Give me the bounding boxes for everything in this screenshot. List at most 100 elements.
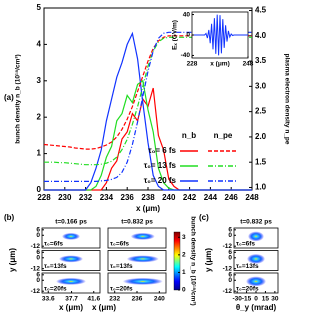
y-axis-label: y (μm) xyxy=(8,248,17,272)
density-blob xyxy=(130,232,155,240)
series-line xyxy=(44,36,252,166)
inset-y-tick-label: -40 xyxy=(181,52,191,59)
y-tick-label: 6 xyxy=(36,272,40,279)
row-label: τ₀=13fs xyxy=(44,263,67,270)
x-tick-label: 236 xyxy=(121,193,135,202)
x-axis-label: θ_y (mrad) xyxy=(236,303,277,312)
row-label: τ₀=6fs xyxy=(110,241,129,248)
legend-label: τ₀= 6 fs xyxy=(148,146,176,155)
panel-label: (c) xyxy=(199,213,209,222)
density-blob xyxy=(247,253,265,264)
x-tick-label: 230 xyxy=(58,193,72,202)
density-blob xyxy=(59,255,83,263)
y-tick-label: 0 xyxy=(228,277,232,284)
x-axis-label: x (μm) xyxy=(92,303,116,312)
y-tick-label: 3 xyxy=(37,76,42,85)
x-tick-label: 244 xyxy=(204,193,218,202)
y-tick-label: 5 xyxy=(37,3,42,12)
y-axis-label: y (μm) xyxy=(204,248,213,272)
x-axis-label: x (μm) xyxy=(136,204,160,213)
x-tick-label: 41.6 xyxy=(87,296,100,303)
inset-x-label: x (μm) xyxy=(210,61,230,68)
panel-label: (b) xyxy=(4,213,15,222)
row-label: τ₀=6fs xyxy=(44,241,63,248)
x-axis-label: x (μm) xyxy=(59,303,83,312)
y-tick-label: 6 xyxy=(228,249,232,256)
y2-tick-label: 1.5 xyxy=(255,157,267,166)
y-tick-label: 6 xyxy=(36,227,40,234)
y2-tick-label: 2.0 xyxy=(255,132,267,141)
density-blob xyxy=(62,232,80,240)
y2-tick-label: 3.5 xyxy=(255,56,267,65)
colorbar-label: bunch density n_b (10¹⁸/cm³) xyxy=(189,216,196,305)
x-tick-label: -15 xyxy=(242,296,252,303)
inset-y-tick-label: 40 xyxy=(183,11,191,18)
y-tick-label: 4 xyxy=(37,40,42,49)
inset-x-tick-label: 248 xyxy=(243,61,254,68)
x-tick-label: 37.7 xyxy=(65,296,78,303)
colorbar-tick-label: 0 xyxy=(182,287,186,294)
colorbar-tick-label: 3 xyxy=(182,234,186,241)
density-blob xyxy=(122,277,163,285)
x-tick-label: -30 xyxy=(232,296,242,303)
y2-tick-label: 2.5 xyxy=(255,107,267,116)
row-label: τ₀=20fs xyxy=(44,286,67,293)
row-label: τ₀=20fs xyxy=(236,286,259,293)
x-tick-label: 33.6 xyxy=(42,296,55,303)
y-tick-label: 0 xyxy=(228,254,232,261)
page: {"chart_data": [ {"type": "line", "panel… xyxy=(4,3,291,313)
x-tick-label: 242 xyxy=(183,193,197,202)
row-label: τ₀=6fs xyxy=(236,241,255,248)
y-tick-label: 0 xyxy=(37,185,42,194)
y-tick-label: -12 xyxy=(223,265,233,272)
x-tick-label: 232 xyxy=(109,296,120,303)
row-label: τ₀=20fs xyxy=(110,286,133,293)
colorbar xyxy=(173,231,181,291)
legend-header: n_b xyxy=(182,131,196,140)
colorbar-tick-label: 1 xyxy=(182,269,186,276)
colorbar-tick-label: 2 xyxy=(182,252,186,259)
y-tick-label: 1 xyxy=(37,149,42,158)
y2-tick-label: 4.5 xyxy=(255,6,267,15)
column-title: t=0.166 ps xyxy=(55,219,87,226)
series-line xyxy=(44,31,252,191)
y-tick-label: 6 xyxy=(228,272,232,279)
y-tick-label: 0 xyxy=(36,277,40,284)
y-tick-label: 0 xyxy=(36,232,40,239)
inset-line xyxy=(192,14,248,56)
x-tick-label: 30 xyxy=(271,296,279,303)
y2-tick-label: 1.0 xyxy=(255,183,267,192)
density-blob xyxy=(56,277,86,285)
x-tick-label: 240 xyxy=(162,193,176,202)
row-label: τ₀=13fs xyxy=(110,263,133,270)
x-tick-label: 236 xyxy=(132,296,143,303)
y-tick-label: 2 xyxy=(37,112,42,121)
y-tick-label: 6 xyxy=(228,227,232,234)
y-tick-label: -12 xyxy=(223,288,233,295)
column-title: t=0.832 ps xyxy=(240,219,272,226)
inset-y-label: Eₓ (GV/m) xyxy=(172,20,179,50)
legend-label: τ₀= 13 fs xyxy=(144,161,177,170)
x-tick-label: 234 xyxy=(100,193,114,202)
y2-axis-label: plasma electron density n_pe xyxy=(283,53,290,144)
y-tick-label: -12 xyxy=(31,265,41,272)
x-tick-label: 246 xyxy=(225,193,239,202)
x-tick-label: 15 xyxy=(262,296,270,303)
column-title: t=0.832 ps xyxy=(121,219,153,226)
y-tick-label: 0 xyxy=(228,232,232,239)
row-label: τ₀=13fs xyxy=(236,263,259,270)
x-tick-label: 240 xyxy=(154,296,165,303)
figure: (a)228 230 232 234 236 238 240 242 244 246 2480123… xyxy=(4,3,290,312)
x-tick-label: 248 xyxy=(245,193,259,202)
y-tick-label: -12 xyxy=(31,243,41,250)
y-tick-label: -12 xyxy=(223,243,233,250)
density-blob xyxy=(246,276,266,287)
y2-tick-label: 3.0 xyxy=(255,81,267,90)
y2-tick-label: 4.0 xyxy=(255,31,267,40)
y-tick-label: -12 xyxy=(31,288,41,295)
legend-header: n_pe xyxy=(214,131,233,140)
x-tick-label: 238 xyxy=(141,193,155,202)
y-axis-label: bunch density n_b (10¹⁸/cm³) xyxy=(15,54,22,143)
legend-label: τ₀= 20 fs xyxy=(144,176,177,185)
y-tick-label: 0 xyxy=(36,254,40,261)
